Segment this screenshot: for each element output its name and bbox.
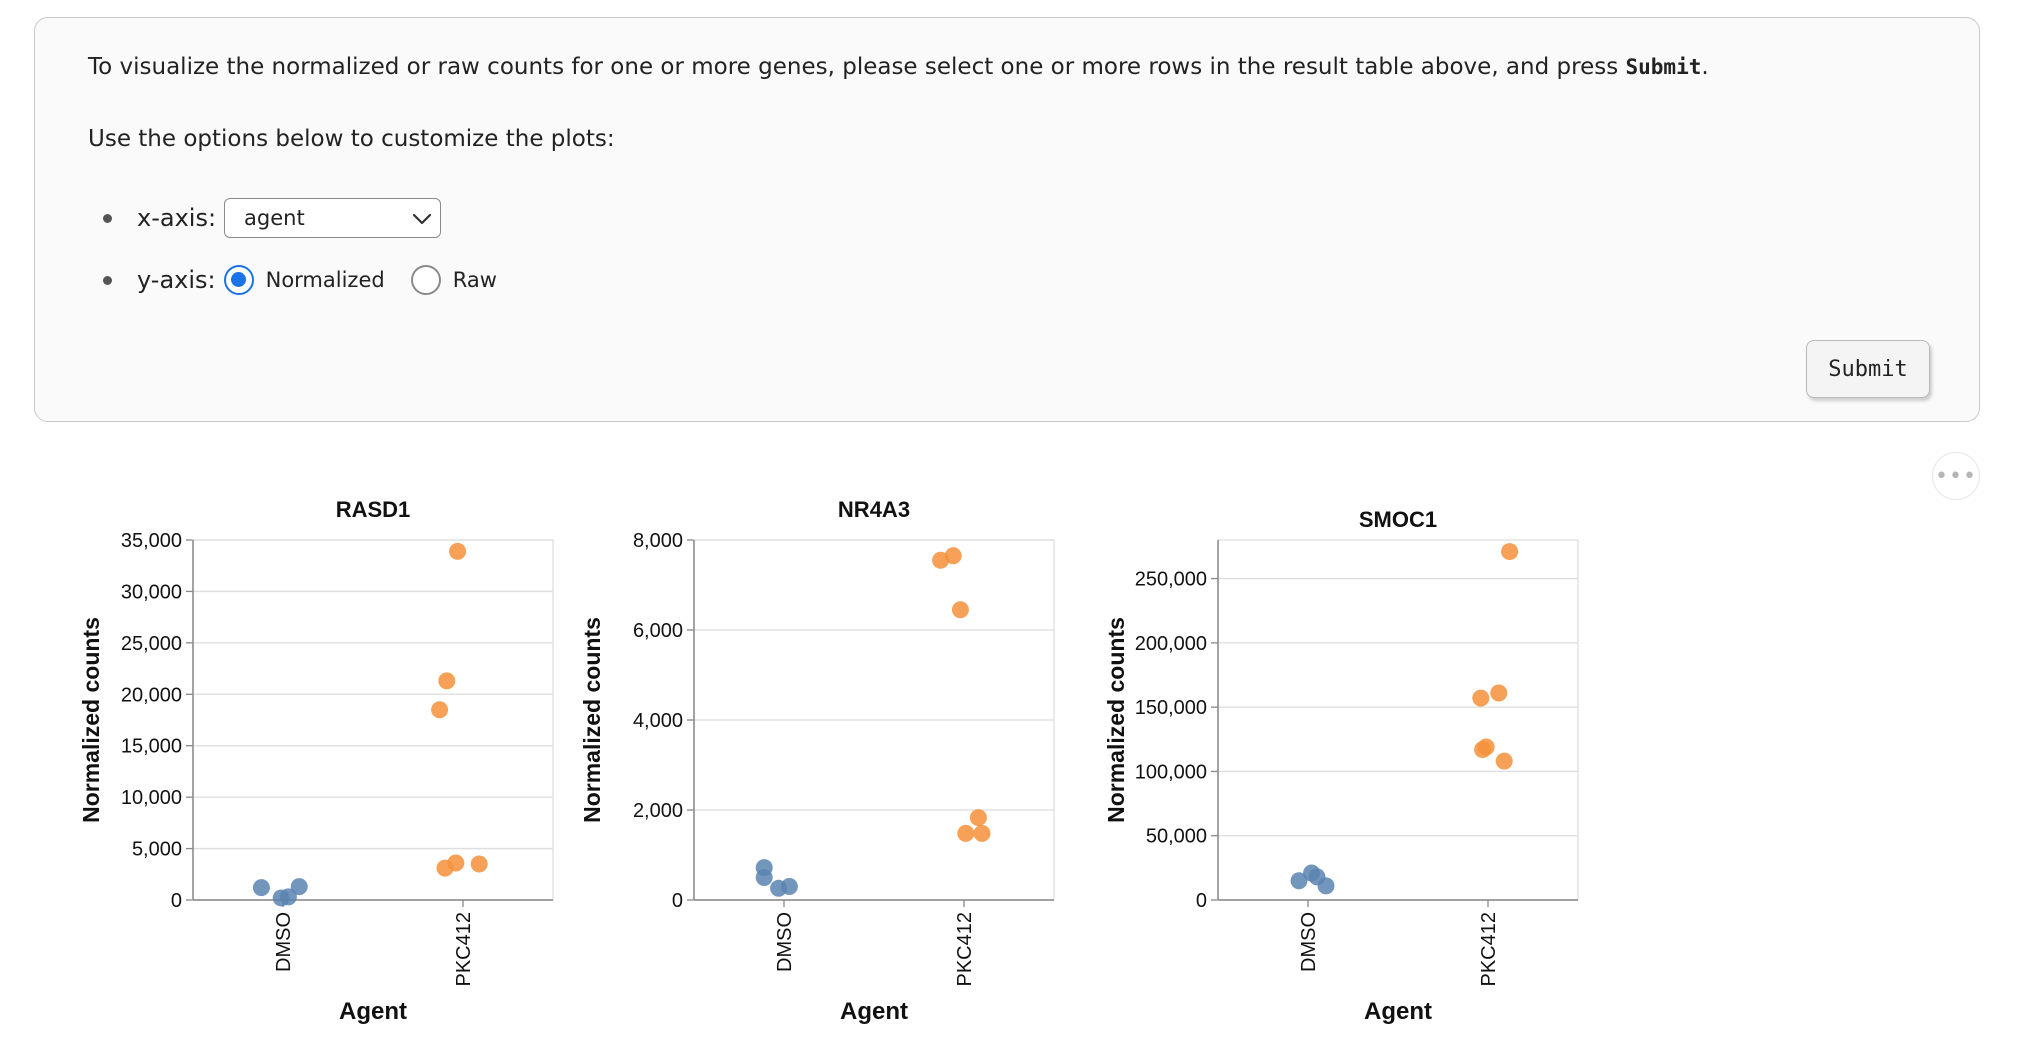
data-point-pkc412: [1495, 752, 1513, 770]
x-axis-title: Agent: [1364, 998, 1432, 1025]
xaxis-select[interactable]: agent: [224, 198, 442, 238]
instructions-submit-code: Submit: [1625, 55, 1702, 79]
y-tick-label: 200,000: [1135, 633, 1207, 655]
yaxis-option: y-axis: Normalized Raw: [103, 258, 523, 302]
bullet: [103, 275, 112, 285]
y-tick-label: 2,000: [633, 800, 683, 822]
xaxis-label: x-axis:: [137, 204, 217, 232]
y-tick-label: 20,000: [121, 684, 182, 706]
radio-raw-label[interactable]: Raw: [452, 268, 497, 292]
data-point-pkc412: [438, 672, 456, 690]
submit-button[interactable]: Submit: [1806, 340, 1930, 398]
data-point-pkc412: [1474, 741, 1492, 759]
chevron-down-icon: [412, 206, 432, 230]
radio-normalized-label[interactable]: Normalized: [265, 268, 385, 292]
y-tick-label: 25,000: [121, 633, 182, 655]
y-tick-label: 10,000: [121, 787, 182, 809]
data-point-pkc412: [951, 601, 969, 619]
x-tick-label: DMSO: [774, 912, 796, 972]
instructions-text: To visualize the normalized or raw count…: [88, 52, 1709, 82]
instructions-line2: Use the options below to customize the p…: [88, 126, 615, 152]
plot-frame: [1217, 539, 1579, 901]
y-tick-label: 30,000: [121, 581, 182, 603]
y-tick-label: 0: [1196, 890, 1207, 912]
data-point-pkc412: [436, 859, 454, 877]
instructions-line1: To visualize the normalized or raw count…: [88, 54, 1626, 80]
bullet: [103, 213, 112, 223]
y-axis-title: Normalized counts: [1103, 617, 1129, 823]
data-point-dmso: [1290, 872, 1308, 890]
data-point-pkc412: [1472, 689, 1490, 707]
y-axis-title: Normalized counts: [579, 617, 605, 823]
data-point-pkc412: [1501, 543, 1519, 561]
plot-frame: [192, 539, 554, 901]
y-tick-label: 150,000: [1135, 697, 1207, 719]
more-options-icon[interactable]: •••: [1932, 452, 1980, 500]
x-tick-label: PKC412: [954, 912, 976, 987]
data-point-dmso: [755, 869, 773, 886]
x-axis-title: Agent: [339, 998, 407, 1025]
y-tick-label: 5,000: [132, 839, 182, 861]
y-tick-label: 50,000: [1146, 826, 1207, 848]
y-tick-label: 100,000: [1135, 761, 1207, 783]
radio-raw[interactable]: [410, 265, 441, 295]
y-tick-label: 250,000: [1135, 569, 1207, 591]
data-point-pkc412: [973, 824, 991, 842]
x-axis-title: Agent: [840, 998, 908, 1025]
chart-title: SMOC1: [1359, 507, 1437, 532]
y-tick-label: 0: [171, 890, 182, 912]
data-point-pkc412: [449, 542, 467, 560]
y-tick-label: 4,000: [633, 710, 683, 732]
xaxis-select-value: agent: [244, 206, 305, 230]
y-tick-label: 8,000: [633, 530, 683, 552]
yaxis-label: y-axis:: [137, 266, 216, 294]
chart-title: NR4A3: [838, 497, 910, 522]
plot-options-panel: To visualize the normalized or raw count…: [34, 17, 1980, 422]
y-tick-label: 35,000: [121, 530, 182, 552]
x-tick-label: DMSO: [273, 912, 295, 972]
y-tick-label: 0: [672, 890, 683, 912]
data-point-dmso: [290, 878, 308, 896]
data-point-pkc412: [957, 824, 975, 842]
x-tick-label: PKC412: [1478, 912, 1500, 987]
data-point-pkc412: [1490, 684, 1508, 702]
data-point-pkc412: [944, 547, 962, 565]
data-point-pkc412: [470, 855, 488, 873]
chart-title: RASD1: [336, 497, 411, 522]
data-point-pkc412: [969, 809, 987, 827]
data-point-dmso: [780, 878, 798, 895]
x-tick-label: DMSO: [1298, 912, 1320, 972]
radio-normalized[interactable]: [223, 265, 254, 295]
xaxis-option: x-axis: agent: [103, 196, 442, 240]
data-point-dmso: [1317, 877, 1335, 895]
data-point-dmso: [252, 879, 270, 897]
data-point-dmso: [279, 888, 297, 906]
x-tick-label: PKC412: [453, 912, 475, 987]
instructions-line1-end: .: [1701, 54, 1709, 80]
y-tick-label: 15,000: [121, 736, 182, 758]
y-axis-title: Normalized counts: [78, 617, 104, 823]
y-tick-label: 6,000: [633, 620, 683, 642]
data-point-pkc412: [431, 701, 449, 719]
